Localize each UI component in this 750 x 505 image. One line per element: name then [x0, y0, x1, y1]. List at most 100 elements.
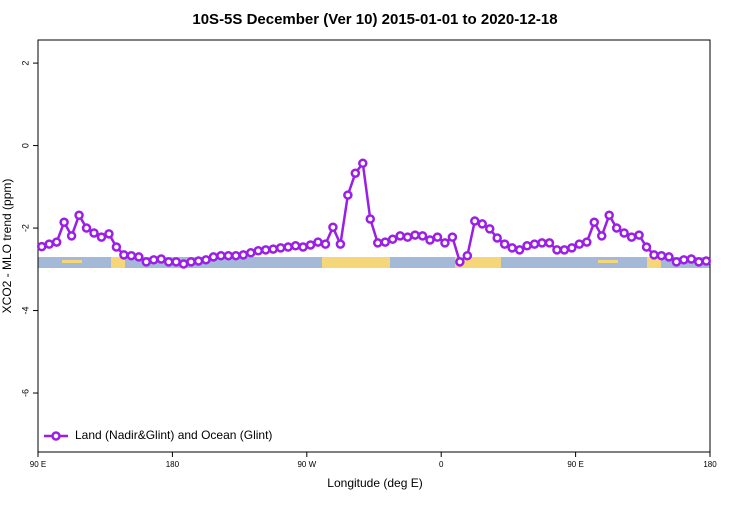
- data-point: [425, 235, 435, 245]
- data-point: [178, 259, 189, 269]
- legend-label: Land (Nadir&Glint) and Ocean (Glint): [75, 428, 272, 442]
- data-point: [641, 242, 652, 252]
- data-point: [283, 242, 293, 252]
- data-point: [216, 250, 226, 261]
- data-point: [492, 233, 502, 243]
- data-point: [350, 168, 361, 178]
- x-tick-label: 90 W: [297, 460, 316, 469]
- data-point: [440, 238, 450, 248]
- data-point: [432, 232, 443, 242]
- data-point: [335, 239, 346, 249]
- data-point: [148, 255, 159, 265]
- data-point: [208, 252, 219, 262]
- data-point: [634, 230, 644, 240]
- data-point: [619, 228, 629, 238]
- x-tick-label: 0: [439, 460, 444, 469]
- data-point: [544, 238, 555, 248]
- data-point: [89, 228, 99, 238]
- data-point: [253, 245, 264, 256]
- data-point: [163, 257, 174, 267]
- data-point: [81, 223, 92, 233]
- data-point: [462, 250, 473, 261]
- data-point: [313, 237, 323, 247]
- data-point: [238, 250, 249, 260]
- data-point: [298, 242, 308, 252]
- data-point: [268, 244, 278, 254]
- data-point: [119, 250, 129, 260]
- data-point: [134, 252, 144, 262]
- data-point: [470, 216, 480, 226]
- y-tick-label: 2: [20, 61, 30, 66]
- data-point: [141, 257, 152, 267]
- data-point: [596, 231, 607, 241]
- chart-title: 10S-5S December (Ver 10) 2015-01-01 to 2…: [192, 11, 557, 28]
- data-point: [694, 257, 704, 267]
- data-point: [410, 230, 420, 240]
- data-point: [260, 245, 271, 255]
- data-point: [231, 250, 241, 261]
- data-point: [193, 256, 204, 266]
- data-point: [74, 210, 84, 221]
- data-point: [589, 217, 600, 228]
- legend-marker: [51, 431, 61, 441]
- y-tick-label: -4: [20, 307, 30, 315]
- data-point: [529, 239, 540, 249]
- data-point: [484, 224, 495, 234]
- data-point: [417, 231, 428, 241]
- data-point: [395, 231, 405, 241]
- data-point: [552, 245, 562, 255]
- data-point: [679, 255, 689, 265]
- data-point: [477, 219, 488, 229]
- data-point: [246, 248, 256, 258]
- data-point: [507, 243, 517, 253]
- data-point: [701, 256, 712, 266]
- data-point: [656, 250, 667, 261]
- data-point: [611, 223, 622, 233]
- data-point: [522, 241, 532, 251]
- data-point: [275, 243, 286, 253]
- data-point: [499, 239, 510, 249]
- data-point: [51, 237, 62, 247]
- data-point: [358, 158, 368, 169]
- data-point: [186, 257, 196, 267]
- y-axis-label: XCO2 - MLO trend (ppm): [0, 179, 14, 314]
- data-point: [66, 231, 77, 241]
- data-point: [365, 214, 376, 224]
- y-tick-label: -2: [20, 224, 30, 232]
- plot-frame: [37, 39, 711, 453]
- data-point: [447, 232, 458, 242]
- data-point: [104, 229, 114, 239]
- x-tick-label: 90 E: [30, 460, 46, 469]
- data-point: [126, 250, 137, 261]
- data-point: [290, 241, 301, 251]
- data-point: [96, 232, 107, 242]
- data-point: [686, 254, 697, 264]
- data-point: [574, 239, 585, 249]
- data-point: [567, 243, 577, 253]
- data-point: [59, 217, 69, 228]
- data-point: [156, 254, 166, 264]
- data-point: [223, 250, 234, 261]
- x-axis-label: Longitude (deg E): [327, 476, 422, 490]
- x-tick-label: 90 E: [567, 460, 583, 469]
- data-point: [514, 245, 525, 255]
- data-point: [559, 245, 570, 255]
- data-point: [626, 232, 637, 242]
- data-point: [604, 210, 614, 221]
- y-tick-label: 0: [20, 143, 30, 148]
- data-point: [111, 242, 122, 252]
- data-point: [171, 257, 181, 267]
- data-point: [305, 240, 316, 250]
- data-point: [387, 234, 398, 244]
- data-point: [582, 237, 592, 247]
- data-point: [664, 252, 674, 262]
- data-point: [380, 237, 390, 247]
- data-point: [201, 255, 211, 265]
- data-point: [343, 190, 353, 200]
- data-point: [537, 238, 547, 248]
- data-point: [671, 257, 682, 267]
- data-point: [402, 232, 413, 242]
- data-point: [372, 238, 383, 248]
- data-point: [328, 222, 338, 232]
